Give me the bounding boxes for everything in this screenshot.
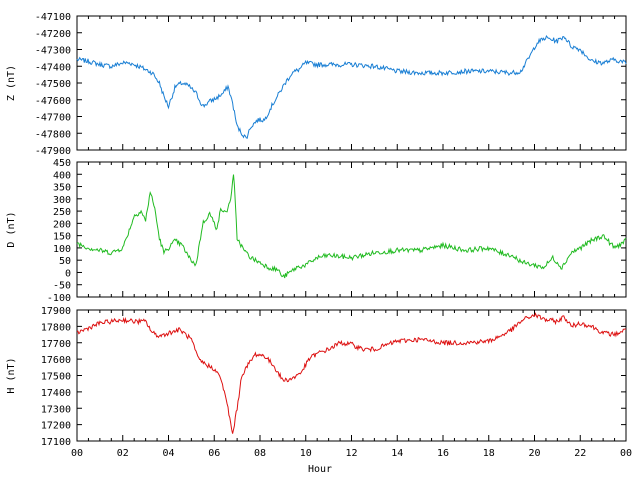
- h-y-tick-label: 17100: [41, 437, 71, 448]
- z-y-tick-label: -47600: [35, 96, 71, 107]
- d-y-tick-label: 250: [53, 207, 71, 218]
- d-series-line: [76, 174, 627, 279]
- h-y-axis-label: H (nT): [6, 357, 17, 393]
- x-tick-label: 02: [117, 448, 129, 459]
- h-panel: 17900 17800 17700 17600 17500 17400 17300 17200…: [6, 306, 632, 459]
- h-plot-frame: [76, 309, 627, 442]
- d-y-tick-label: 100: [53, 244, 71, 255]
- z-panel: -47100 -47200 -47300 -47400 -47500 -47600 -477…: [6, 12, 627, 157]
- d-y-axis-label: D (nT): [6, 211, 17, 247]
- d-y-tick-label: -50: [53, 281, 71, 292]
- h-y-tick-label: 17900: [41, 306, 71, 317]
- x-axis-label: Hour: [308, 464, 332, 475]
- z-y-tick-label: -47400: [35, 62, 71, 73]
- d-y-tick-label: 0: [65, 268, 71, 279]
- z-y-tick-label: -47200: [35, 29, 71, 40]
- x-tick-label: 06: [208, 448, 220, 459]
- x-tick-label: 08: [254, 448, 266, 459]
- x-tick-label: 00: [71, 448, 83, 459]
- d-y-tick-label: 400: [53, 170, 71, 181]
- h-series-line: [76, 312, 627, 434]
- d-y-tick-label: 200: [53, 219, 71, 230]
- x-tick-label: 04: [162, 448, 174, 459]
- d-plot-frame: [76, 161, 627, 298]
- z-y-tick-label: -47100: [35, 12, 71, 23]
- x-tick-label: 10: [300, 448, 312, 459]
- d-y-tick-label: 350: [53, 183, 71, 194]
- z-y-axis-label: Z (nT): [6, 65, 17, 101]
- h-y-tick-label: 17500: [41, 372, 71, 383]
- z-y-tick-label: -47700: [35, 113, 71, 124]
- h-y-tick-label: 17400: [41, 388, 71, 399]
- d-y-tick-label: 300: [53, 195, 71, 206]
- x-tick-label: 12: [345, 448, 357, 459]
- z-series-line: [76, 34, 627, 139]
- x-tick-label: 14: [391, 448, 403, 459]
- d-y-tick-label: 150: [53, 232, 71, 243]
- h-y-tick-label: 17300: [41, 404, 71, 415]
- x-tick-label: 16: [437, 448, 449, 459]
- z-y-tick-label: -47300: [35, 46, 71, 57]
- z-y-tick-label: -47800: [35, 129, 71, 140]
- z-y-tick-label: -47500: [35, 79, 71, 90]
- x-tick-label: 18: [483, 448, 495, 459]
- h-y-tick-label: 17600: [41, 355, 71, 366]
- d-y-tick-label: -100: [47, 293, 71, 304]
- x-tick-label: 20: [528, 448, 540, 459]
- z-y-tick-label: -47900: [35, 146, 71, 157]
- h-y-tick-label: 17800: [41, 322, 71, 333]
- h-y-tick-label: 17700: [41, 339, 71, 350]
- x-tick-label: 00: [620, 448, 632, 459]
- d-y-tick-label: 50: [59, 256, 71, 267]
- h-y-tick-label: 17200: [41, 421, 71, 432]
- d-y-tick-label: 450: [53, 158, 71, 169]
- x-tick-label: 22: [574, 448, 586, 459]
